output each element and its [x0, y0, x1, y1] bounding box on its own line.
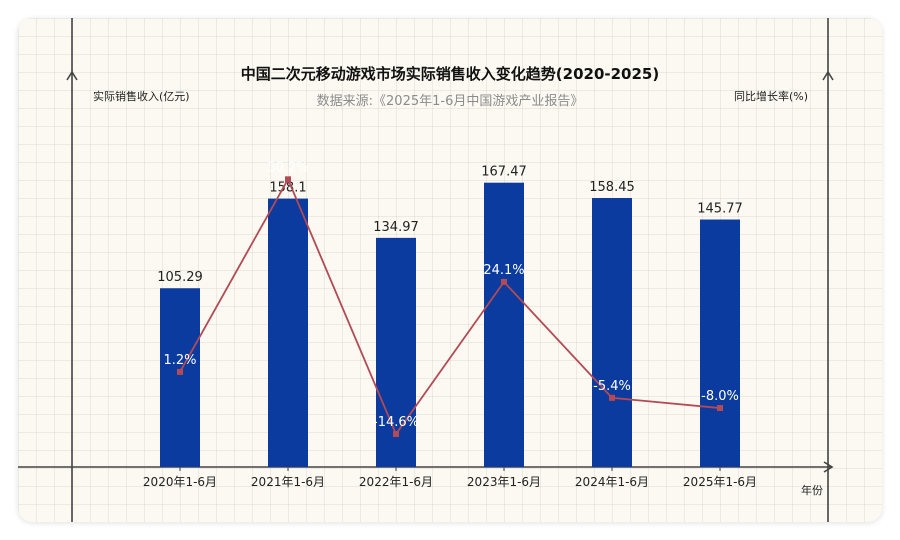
growth-rate-label: -8.0% [701, 389, 739, 404]
left-y-axis-arrow [66, 70, 78, 81]
bar [484, 182, 524, 468]
growth-point [393, 430, 399, 437]
chart-svg: 中国二次元移动游戏市场实际销售收入变化趋势(2020-2025) 数据来源:《2… [18, 18, 834, 522]
chart-subtitle: 数据来源:《2025年1-6月中国游戏产业报告》 [317, 94, 584, 109]
growth-rate-label: 24.1% [483, 263, 524, 278]
bar-value-label: 158.1 [269, 181, 306, 196]
x-axis-title: 年份 [801, 483, 823, 497]
chart-title: 中国二次元移动游戏市场实际销售收入变化趋势(2020-2025) [241, 65, 659, 83]
x-tick-label: 2020年1-6月 [143, 475, 217, 489]
bar [268, 198, 308, 468]
growth-point [501, 278, 507, 285]
x-tick-label: 2022年1-6月 [359, 475, 433, 489]
growth-point [177, 368, 183, 375]
bar [592, 198, 632, 467]
growth-point [285, 176, 291, 183]
left-axis-title: 实际销售收入(亿元) [93, 89, 190, 103]
bar [700, 219, 740, 467]
bar [376, 237, 416, 467]
chart-card: 中国二次元移动游戏市场实际销售收入变化趋势(2020-2025) 数据来源:《2… [18, 18, 882, 522]
bar-value-label: 158.45 [589, 180, 635, 195]
bar-value-label: 167.47 [481, 165, 527, 180]
x-tick-label: 2023年1-6月 [467, 475, 541, 489]
right-y-axis-arrow [822, 70, 834, 81]
x-tick-label: 2024年1-6月 [575, 475, 649, 489]
x-axis-arrow [823, 461, 834, 473]
bar [160, 288, 200, 467]
growth-rate-label: 1.2% [163, 353, 196, 368]
bar-value-label: 134.97 [373, 220, 419, 235]
growth-line [179, 177, 721, 436]
growth-rate-label: -14.6% [373, 415, 419, 430]
growth-point [717, 405, 723, 412]
growth-point [609, 394, 615, 401]
growth-rate-label: -5.4% [593, 379, 631, 394]
x-tick-label: 2025年1-6月 [683, 475, 757, 489]
bar-value-label: 145.77 [697, 202, 743, 217]
bar-value-label: 105.29 [157, 270, 203, 285]
x-tick-label: 2021年1-6月 [251, 475, 325, 489]
right-axis-title: 同比增长率(%) [734, 89, 808, 103]
growth-rate-label: 50.2% [267, 160, 308, 175]
